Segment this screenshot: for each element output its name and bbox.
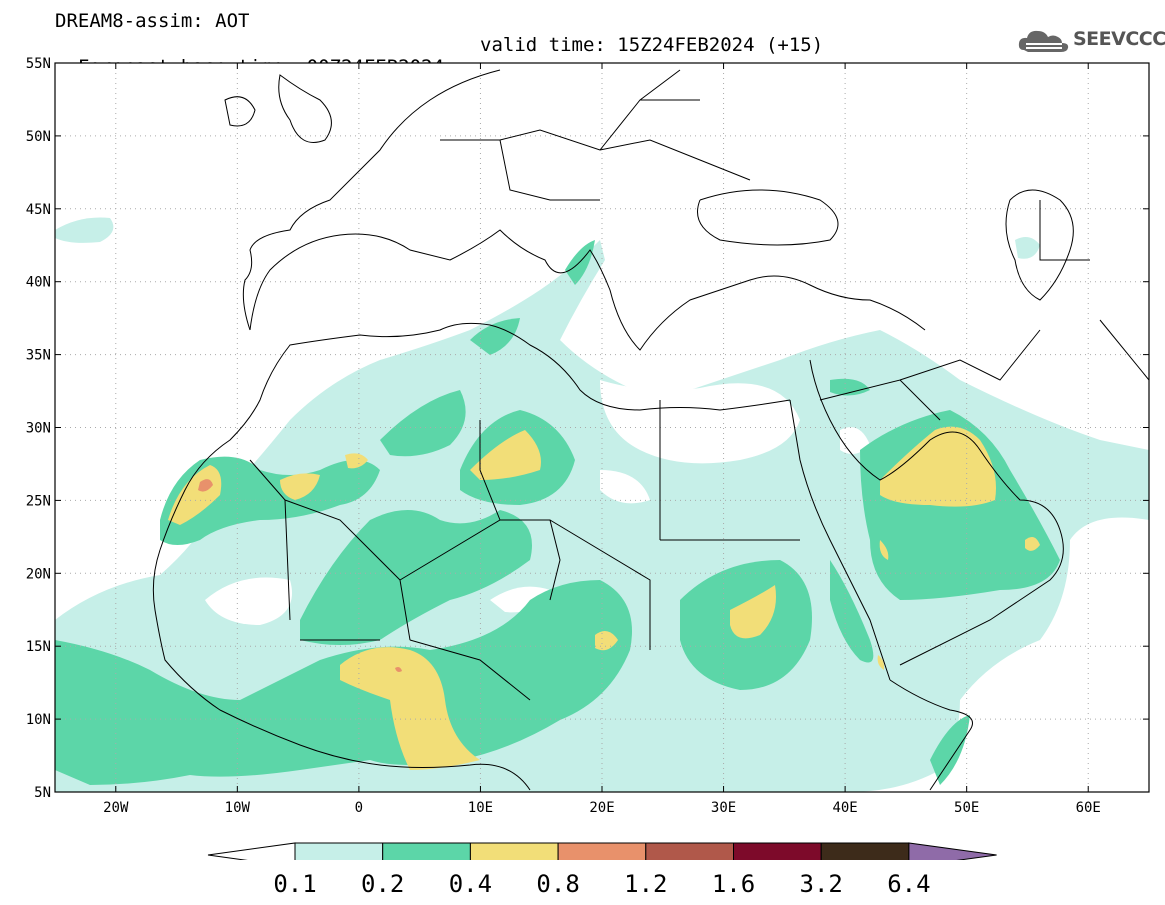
lon-tick-label: 10W [225,800,251,816]
colorbar-label: 0.8 [536,870,580,898]
lat-tick-label: 35N [26,348,51,364]
lon-tick-label: 20E [589,800,614,816]
cloud-logo-icon [1018,30,1069,52]
lat-tick-label: 50N [26,129,51,145]
colorbar-segment [382,842,471,860]
colorbar-label: 1.2 [624,870,668,898]
lat-tick-label: 15N [26,639,51,655]
lon-tick-label: 20W [103,800,129,816]
lat-tick-label: 55N [26,56,51,72]
lat-tick-label: 25N [26,493,51,509]
lat-tick-label: 5N [34,785,51,801]
lon-tick-label: 60E [1076,800,1101,816]
latitude-labels: 55N 50N 45N 40N 35N 30N 25N 20N 15N 10N 5N [26,56,51,801]
colorbar-label: 0.2 [361,870,405,898]
colorbar-segment [820,842,910,860]
axis-ticks [55,62,1149,793]
valid-time-text: valid time: 15Z24FEB2024 (+15) [480,34,824,56]
lat-tick-label: 40N [26,275,51,291]
colorbar-segment [294,842,384,860]
colorbar-low-arrow [207,842,296,860]
lat-tick-label: 45N [26,202,51,218]
colorbar-segment [733,842,822,860]
colorbar-high-arrow [908,842,997,860]
colorbar-label: 1.6 [711,870,756,898]
colorbar [207,842,997,860]
colorbar-segment [469,842,559,860]
coastlines-and-borders [152,69,1149,791]
colorbar-label: 0.1 [273,870,317,898]
aot-contour-0.1 [55,217,1149,792]
logo-text: SEEVCCC [1073,28,1165,50]
lat-tick-label: 20N [26,566,51,582]
aot-contour-0.4 [168,426,1040,770]
lat-tick-label: 30N [26,421,51,437]
colorbar-label: 6.4 [887,870,931,898]
lon-tick-label: 10E [468,800,493,816]
colorbar-segment [557,842,647,860]
aot-map: 55N 50N 45N 40N 35N 30N 25N 20N 15N 10N 5N 20W 10W 0… [26,56,1150,860]
seevccc-logo: SEEVCCC [1018,26,1165,56]
plot-title: DREAM8-assim: AOT [55,10,250,32]
lon-tick-label: 30E [711,800,736,816]
aot-contour-0.8 [198,479,402,672]
lat-tick-label: 10N [26,712,51,728]
aot-clear-areas [205,380,870,625]
lon-tick-label: 40E [832,800,857,816]
longitude-labels: 20W 10W 0 10E 20E 30E 40E 50E 60E [103,800,1101,816]
colorbar-label: 3.2 [799,870,843,898]
colorbar-segment [645,842,734,860]
lon-tick-label: 0 [355,800,363,816]
lon-tick-label: 50E [954,800,979,816]
colorbar-label: 0.4 [448,870,493,898]
